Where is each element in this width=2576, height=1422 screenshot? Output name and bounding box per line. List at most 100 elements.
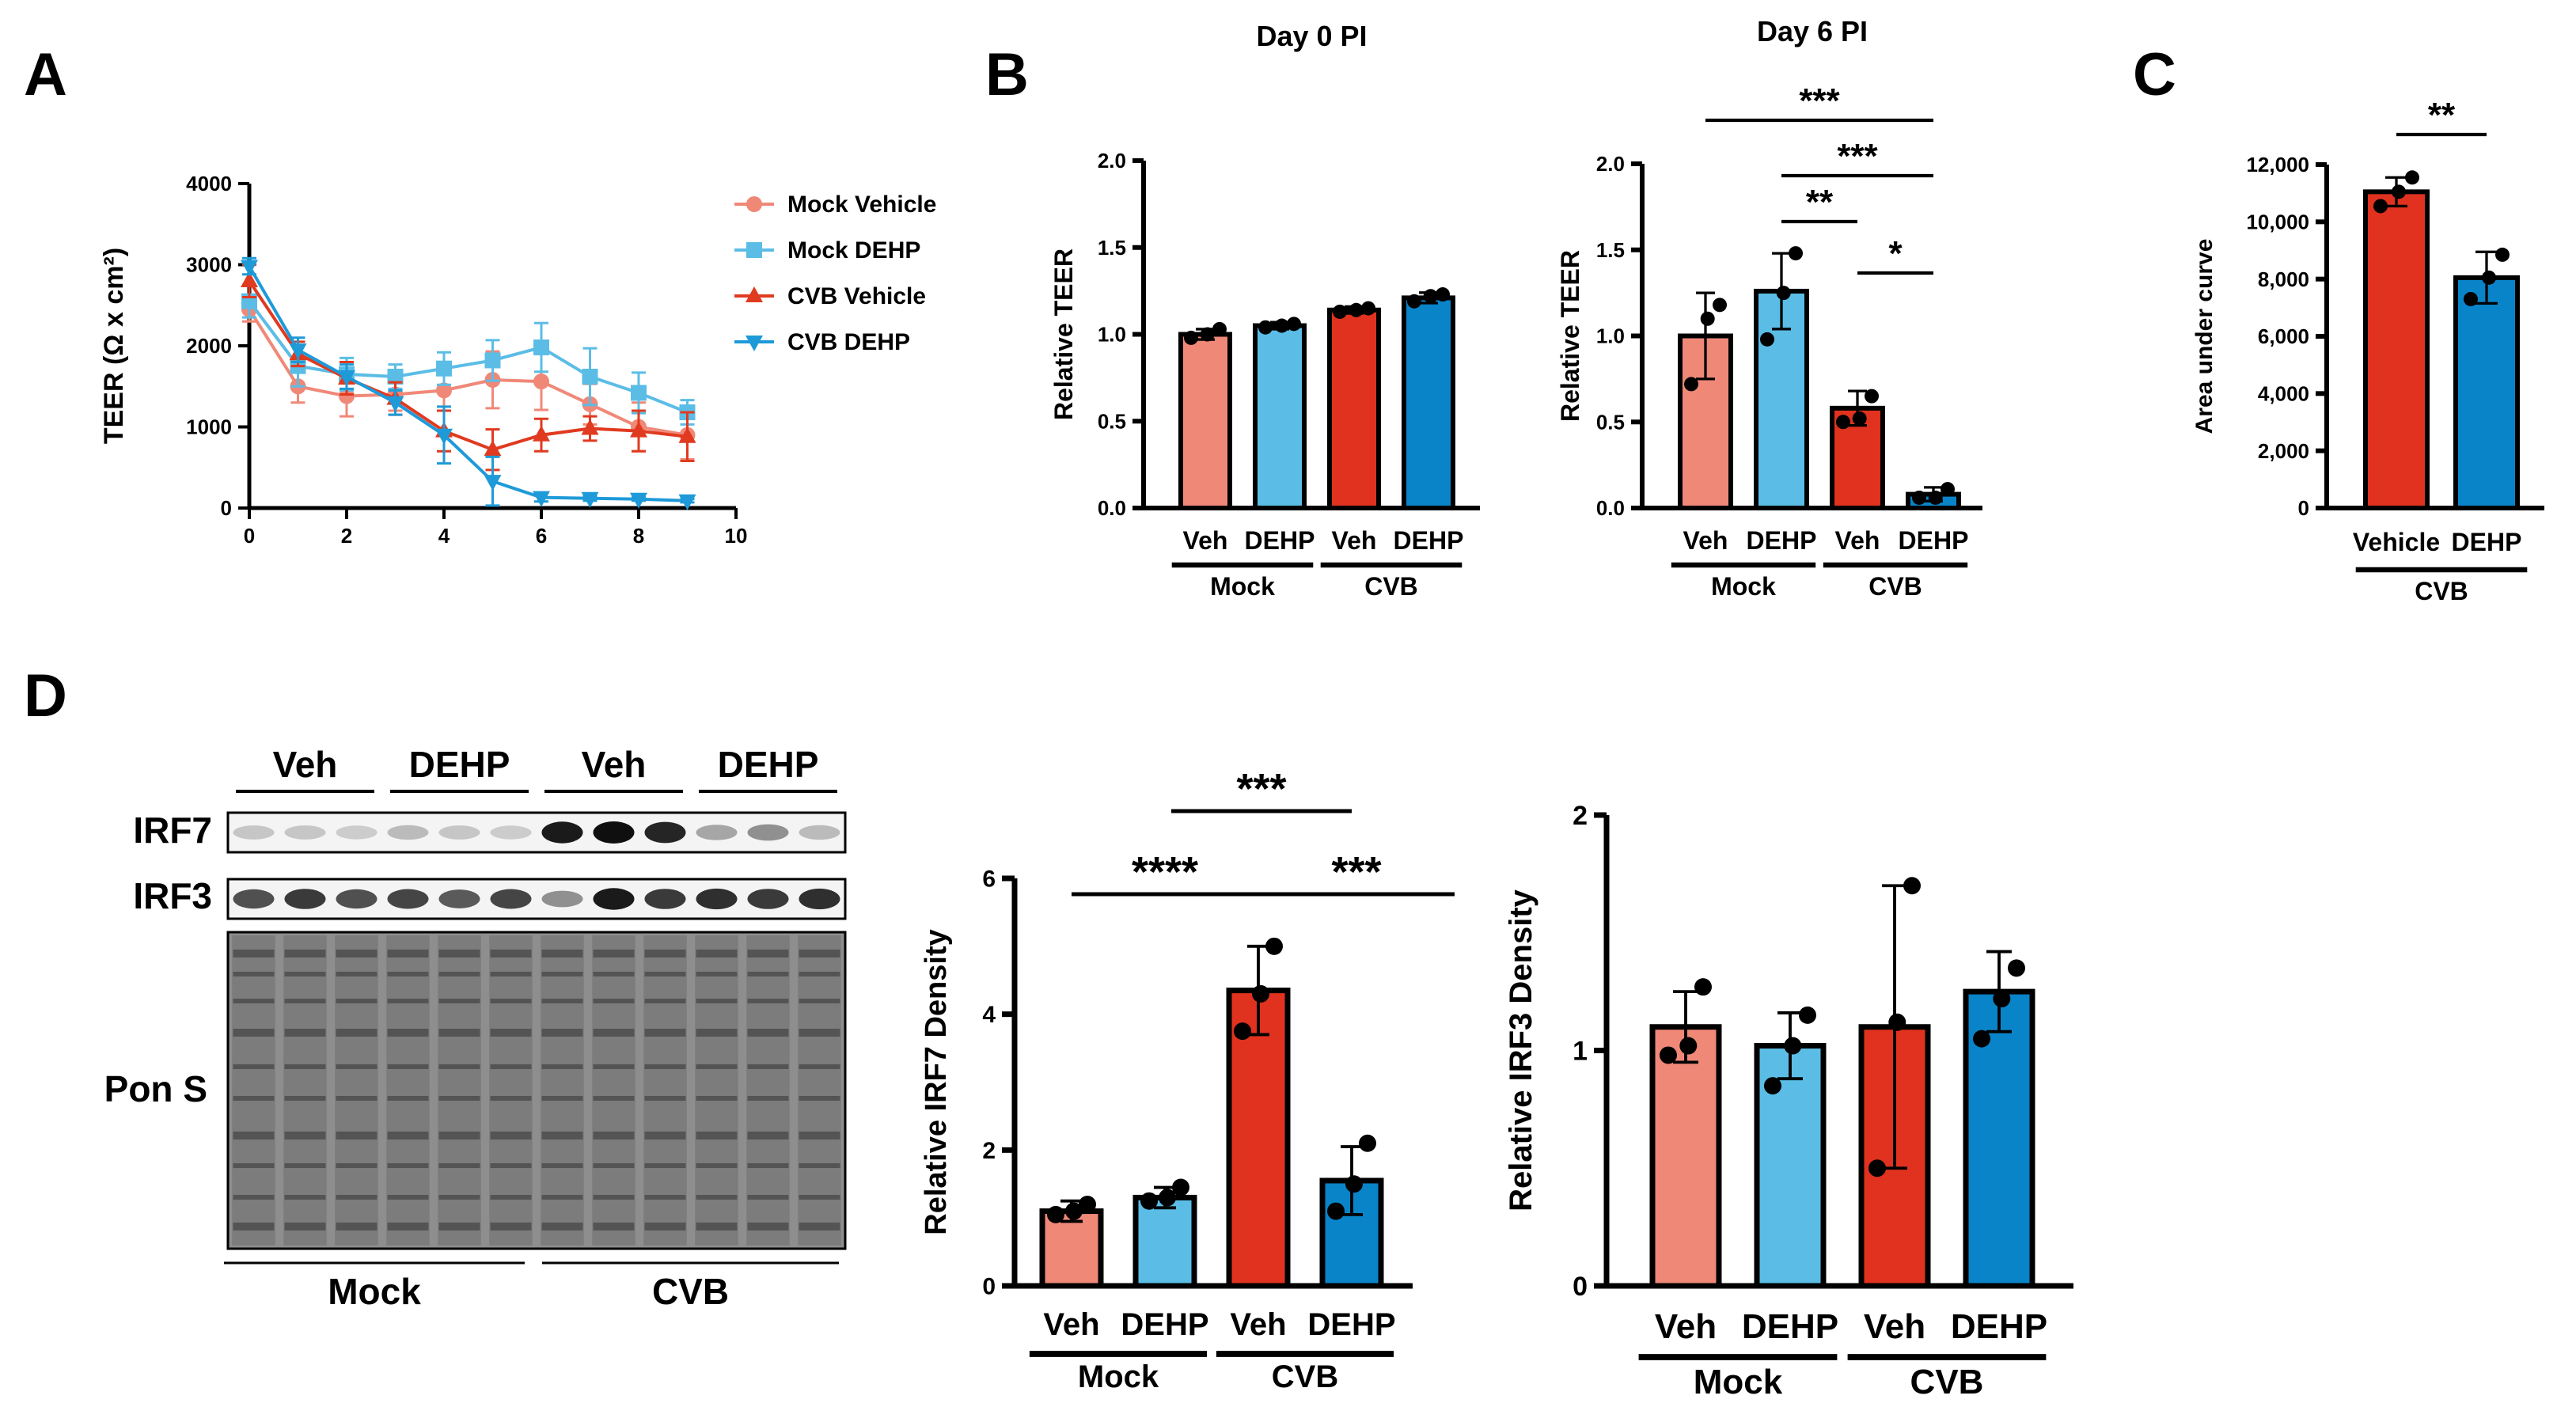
x-tick-label: Veh	[1864, 1307, 1925, 1346]
pon-s-band	[336, 1029, 377, 1037]
pon-s-band	[490, 1064, 532, 1069]
pon-s-band	[799, 1029, 840, 1037]
y-tick-label: 8,000	[2258, 267, 2309, 291]
legend-label: Mock Vehicle	[787, 191, 936, 218]
bar	[1226, 988, 1291, 1289]
pon-s-band	[593, 1064, 635, 1069]
pon-s-band	[747, 1132, 789, 1139]
pon-s-band	[438, 972, 480, 976]
pon-s-band	[336, 1096, 377, 1101]
pon-s-band	[696, 1223, 738, 1231]
pon-s-band	[284, 1029, 326, 1037]
legend-label: CVB Vehicle	[787, 283, 926, 309]
irf3-band	[490, 889, 532, 909]
data-point	[1407, 294, 1421, 309]
series-line	[248, 300, 689, 414]
series-mock-dehp: Mock DEHP	[241, 237, 920, 426]
pon-s-band	[541, 950, 583, 957]
pon-s-band	[799, 1064, 840, 1069]
data-point	[1349, 302, 1364, 317]
pon-s-lane	[489, 935, 533, 1246]
pon-s-band	[233, 999, 275, 1003]
data-point	[746, 196, 762, 212]
legend-label: CVB DEHP	[787, 329, 910, 355]
y-tick-label: 4,000	[2258, 381, 2309, 405]
panel-c-auc-bar-chart: 0 2,000 4,000 6,000 8,000 10,000 12,000 Area un…	[2191, 96, 2544, 605]
significance-label: ***	[1837, 137, 1878, 176]
y-tick-label: 0.0	[1596, 496, 1625, 520]
pon-s-band	[284, 1223, 326, 1231]
pon-s-band	[336, 1163, 377, 1168]
data-point	[1679, 1037, 1698, 1055]
y-tick-label: 2.0	[1596, 152, 1625, 176]
group-label: CVB	[1364, 572, 1418, 601]
x-tick-label: 6	[536, 524, 547, 548]
pon-s-lane	[798, 935, 841, 1246]
data-point	[533, 491, 550, 507]
data-point	[1047, 1205, 1064, 1223]
significance-label: *	[1888, 234, 1903, 273]
panel-a-teer-line-chart: 0 1000 2000 3000 4000 0 2 4 6 8 10 TEER (Ω x cm²) Mo…	[99, 172, 936, 548]
bar	[2363, 189, 2430, 510]
data-point	[1200, 327, 1215, 342]
pon-s-band	[284, 972, 326, 976]
data-point	[581, 419, 599, 435]
data-point	[533, 425, 550, 442]
group-label: Mock	[1078, 1359, 1159, 1394]
panel-label-b: B	[985, 41, 1029, 108]
x-tick-label: 2	[341, 524, 352, 548]
y-tick-label: 0.5	[1098, 409, 1126, 433]
data-point	[1436, 287, 1450, 302]
x-tick-label: 4	[438, 524, 450, 548]
pon-s-band	[438, 1096, 480, 1101]
data-point	[1912, 490, 1926, 505]
pon-s-band	[284, 1064, 326, 1069]
pon-s-band	[799, 1132, 840, 1139]
pon-s-band	[387, 1132, 429, 1139]
data-point	[745, 336, 763, 351]
pon-s-band	[438, 1163, 480, 1168]
data-point	[2392, 184, 2406, 199]
pon-s-lane	[643, 935, 687, 1246]
pon-s-band	[644, 972, 686, 976]
pon-s-band	[696, 999, 738, 1003]
data-point	[1776, 286, 1791, 301]
data-point	[436, 382, 452, 399]
group-label: Mock	[1210, 572, 1275, 601]
data-point	[1079, 1196, 1096, 1213]
pon-s-band	[747, 999, 789, 1003]
data-point	[678, 427, 696, 443]
pon-s-band	[747, 1195, 789, 1200]
pon-s-blot	[226, 931, 847, 1250]
pon-s-band	[438, 1029, 480, 1037]
legend-label: Mock DEHP	[787, 237, 920, 264]
data-point	[484, 352, 501, 369]
data-point	[1140, 1192, 1158, 1210]
pon-s-band	[799, 1223, 840, 1231]
data-point	[581, 491, 599, 508]
irf3-band	[438, 889, 480, 908]
pon-s-band	[336, 972, 377, 976]
pon-s-band	[541, 972, 583, 976]
panel-d-irf3-bar-chart: 0 1 2 Relative IRF3 Density Veh DEHP Veh DEHP Mo…	[1504, 801, 2073, 1401]
data-point	[678, 494, 696, 510]
data-point	[1361, 301, 1375, 316]
x-tick-label: DEHP	[1245, 526, 1315, 555]
x-tick-label: DEHP	[1121, 1307, 1208, 1342]
pon-s-band	[644, 1029, 686, 1037]
pon-s-band	[490, 999, 532, 1003]
data-point	[533, 374, 549, 390]
data-point	[1684, 377, 1698, 392]
pon-s-band	[284, 1132, 326, 1139]
pon-s-band	[336, 950, 377, 957]
pon-s-band	[336, 1195, 377, 1200]
irf7-band	[799, 825, 840, 840]
irf3-band	[284, 889, 326, 909]
pon-s-band	[541, 1163, 583, 1168]
data-point	[1333, 304, 1347, 319]
y-axis-label: Area under curve	[2191, 239, 2217, 434]
data-point	[1713, 298, 1727, 313]
pon-s-band	[696, 1163, 738, 1168]
pon-s-band	[438, 1223, 480, 1231]
data-point	[745, 286, 763, 302]
